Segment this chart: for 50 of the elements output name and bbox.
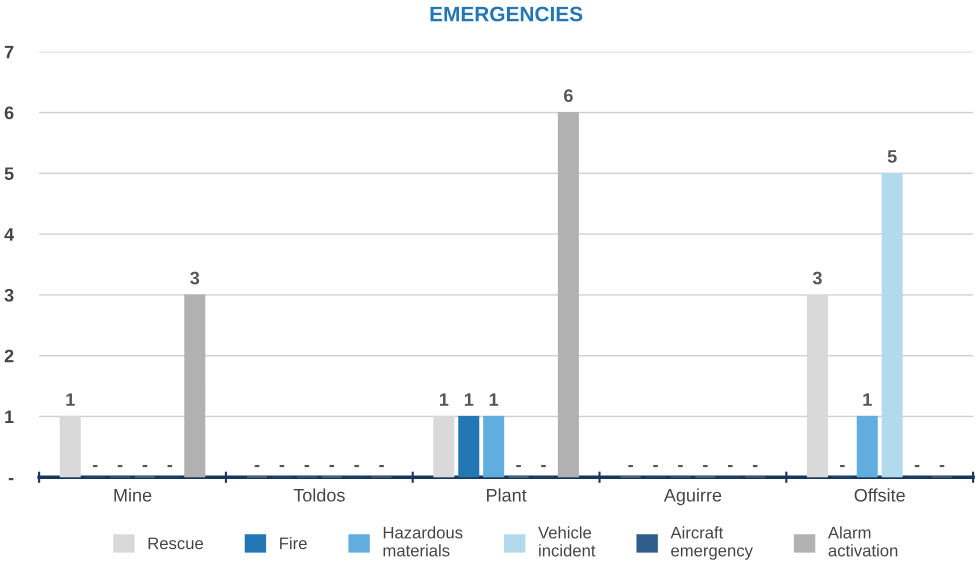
legend-label: Hazardous materials	[384, 526, 462, 556]
data-label: -	[118, 464, 122, 468]
data-label: -	[168, 464, 172, 468]
data-label: -	[752, 464, 758, 468]
chart-title: EMERGENCIES	[430, 6, 582, 22]
data-label: 1	[66, 393, 75, 406]
data-label: -	[653, 464, 658, 468]
data-label: -	[254, 464, 260, 468]
legend-label: Aircraft emergency	[670, 526, 753, 560]
legend-label: Vehicle incident	[538, 526, 596, 556]
data-label: 1	[490, 393, 498, 406]
data-label: -	[678, 464, 683, 468]
data-label: -	[703, 464, 708, 468]
data-label: -	[379, 464, 384, 468]
data-label: -	[354, 464, 359, 468]
y-tick-label: -	[8, 478, 14, 480]
data-label: 3	[812, 272, 822, 284]
data-label: -	[840, 464, 845, 468]
data-label: 5	[888, 150, 897, 163]
data-label: -	[92, 464, 98, 468]
y-tick-label: 3	[4, 288, 14, 302]
y-tick-label: 1	[5, 410, 14, 424]
data-label: -	[142, 464, 148, 468]
x-tick-label: Mine	[114, 488, 152, 502]
y-tick-label: 5	[4, 167, 14, 180]
data-label: -	[940, 464, 944, 468]
y-tick-label: 4	[4, 228, 14, 241]
legend-label: Rescue	[148, 538, 204, 550]
data-label: -	[280, 464, 284, 468]
y-tick-label: 2	[4, 350, 14, 362]
data-label: -	[628, 464, 633, 468]
x-tick-label: Toldos	[294, 488, 345, 502]
y-tick-label: 6	[4, 106, 14, 120]
data-label: 1	[863, 393, 872, 406]
data-label: -	[541, 464, 546, 468]
data-label: -	[329, 464, 334, 468]
legend-label: Alarm activation	[828, 526, 898, 556]
data-label: 1	[440, 393, 448, 406]
data-label: -	[914, 464, 920, 468]
legend-label: Fire	[280, 536, 307, 550]
y-tick-label: 7	[4, 46, 14, 58]
data-label: -	[516, 464, 521, 468]
x-tick-label: Offsite	[854, 488, 905, 502]
data-label: 3	[190, 272, 200, 284]
data-label: 1	[464, 393, 474, 406]
x-tick-label: Aguirre	[664, 488, 722, 506]
data-label: -	[304, 464, 310, 468]
x-tick-label: Plant	[487, 488, 527, 502]
data-label: 6	[564, 89, 573, 102]
data-label: -	[728, 464, 733, 468]
